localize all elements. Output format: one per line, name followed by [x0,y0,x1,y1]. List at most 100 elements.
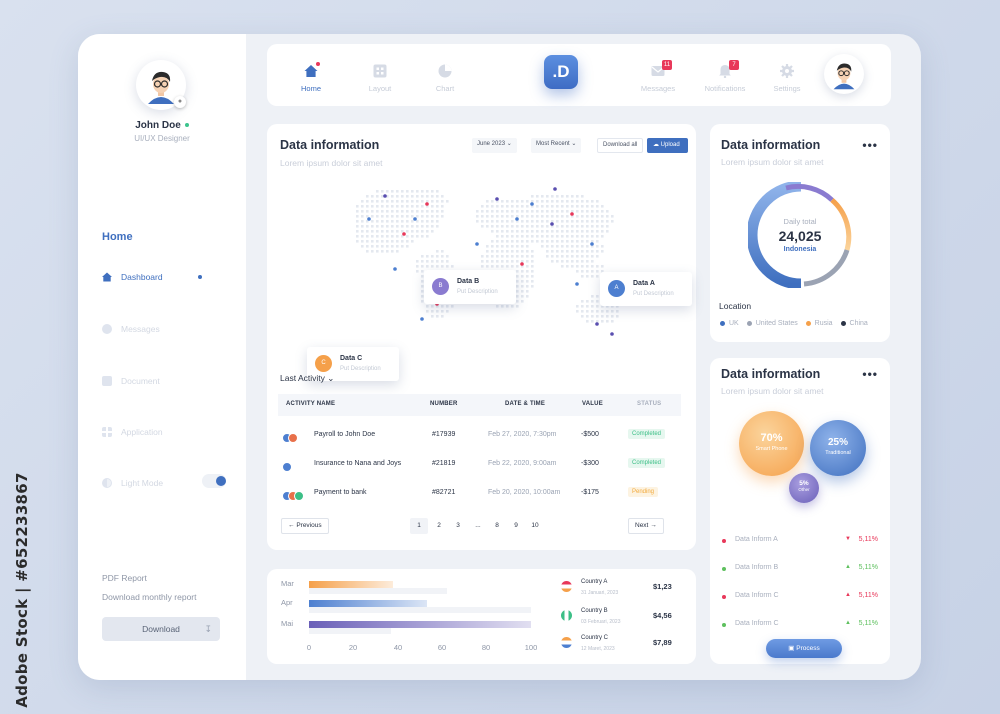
cloud-upload-icon: ☁ [653,142,659,148]
activity-table-header: ACTIVITY NAME NUMBER DATE & TIME VALUE S… [278,394,681,416]
sidebar-item-dashboard[interactable]: Dashboard [102,269,232,285]
previous-button[interactable]: ← Previous [281,518,329,534]
country-row[interactable]: Country A 31 Januari, 2023 $1,23 [561,579,691,603]
col-value[interactable]: VALUE [582,401,603,407]
map-tooltip-data-c[interactable]: C Data C Put Description [307,347,399,381]
inform-row[interactable]: Data Inform C ▲ 5,11% [722,620,880,632]
map-location-dot[interactable] [402,232,406,236]
donut-chart [748,182,852,288]
page-8[interactable]: 8 [495,522,499,529]
page-9[interactable]: 9 [514,522,518,529]
map-location-dot[interactable] [420,317,424,321]
bar-mai[interactable] [309,621,531,628]
col-status[interactable]: STATUS [637,401,662,407]
next-button[interactable]: Next → [628,518,664,534]
more-options-icon[interactable]: ••• [862,138,878,152]
map-location-dot[interactable] [367,217,371,221]
country-row[interactable]: Country B 03 Februari, 2023 $4,56 [561,608,691,632]
avatar-illustration [833,63,855,90]
chevron-down-icon: ⌄ [506,141,512,147]
bar-apr[interactable] [309,600,427,607]
table-row[interactable]: Insurance to Nana and Joys #21819 Feb 22… [278,451,681,479]
page-3[interactable]: 3 [456,522,460,529]
nav-home[interactable]: Home [286,62,336,93]
map-location-dot[interactable] [495,197,499,201]
col-date-time[interactable]: DATE & TIME [505,401,546,407]
nav-settings[interactable]: Settings [762,64,812,93]
map-location-dot[interactable] [590,242,594,246]
inform-label: Data Inform A [735,536,778,543]
sidebar-item-light-mode[interactable]: Light Mode [102,475,232,491]
notifications-badge: 7 [729,60,739,70]
bubble-traditional[interactable]: 25% Traditional [810,420,866,476]
inform-row[interactable]: Data Inform C ▲ 5,11% [722,592,880,604]
sidebar-item-messages[interactable]: Messages [102,321,232,337]
card-title: Data information [721,138,821,152]
more-options-icon[interactable]: ••• [862,367,878,381]
inform-row[interactable]: Data Inform A ▼ 5,11% [722,536,880,548]
map-location-dot[interactable] [550,222,554,226]
nav-label: Notifications [704,84,746,93]
map-location-dot[interactable] [570,212,574,216]
map-tooltip-data-b[interactable]: B Data B Put Description [424,270,516,304]
map-tooltip-data-a[interactable]: A Data A Put Description [600,272,692,306]
map-location-dot[interactable] [383,194,387,198]
trend-up-icon: ▲ [845,620,851,626]
bar-track [309,588,447,594]
avatar[interactable]: ● [136,60,186,110]
activity-date: Feb 22, 2020, 9:00am [488,460,557,467]
page-10[interactable]: 10 [531,522,539,529]
nav-messages[interactable]: Messages 11 [633,60,683,93]
nav-layout[interactable]: Layout [355,64,405,93]
table-row[interactable]: Payment to bank #82721 Feb 20, 2020, 10:… [278,480,681,508]
download-all-button[interactable]: Download all [597,138,644,153]
legend-item: Rusia [805,320,833,327]
map-location-dot[interactable] [425,202,429,206]
map-location-dot[interactable] [475,242,479,246]
flag-icon [561,637,572,648]
sidebar-item-label: Dashboard [121,272,163,282]
country-row[interactable]: Country C 12 Maret, 2023 $7,89 [561,635,691,659]
inform-row[interactable]: Data Inform B ▲ 5,11% [722,564,880,576]
bubble-other[interactable]: 5% Other [789,473,819,503]
activity-name: Payment to bank [314,489,367,496]
last-activity-select[interactable]: Last Activity ⌄ [280,373,334,384]
nav-chart[interactable]: Chart [420,64,470,93]
month-select-value: June 2023 [477,141,506,147]
upload-label: Upload [660,142,680,148]
map-location-dot[interactable] [393,267,397,271]
app-logo[interactable]: .D [544,55,578,89]
bar-mar[interactable] [309,581,394,588]
page-2[interactable]: 2 [437,522,441,529]
x-tick: 60 [437,643,447,652]
map-location-dot[interactable] [595,322,599,326]
map-location-dot[interactable] [530,202,534,206]
map-location-dot[interactable] [553,187,557,191]
page-1[interactable]: 1 [410,518,428,534]
map-location-dot[interactable] [610,332,614,336]
col-activity-name[interactable]: ACTIVITY NAME [286,401,336,407]
arrow-left-icon: ← [288,522,295,529]
sidebar-item-application[interactable]: Application [102,424,232,440]
month-select[interactable]: June 2023 ⌄ [472,138,517,153]
col-number[interactable]: NUMBER [430,401,458,407]
sort-select[interactable]: Most Recent ⌄ [531,138,582,153]
map-location-dot[interactable] [575,282,579,286]
stock-id-watermark: Adobe Stock | #652233867 [2,470,42,710]
download-button[interactable]: Download ↧ [102,617,220,641]
status-badge: Completed [628,429,666,439]
document-icon [102,376,112,386]
process-button[interactable]: ▣ Process [766,639,842,658]
bubble-smart-phone[interactable]: 70% Smart Phone [739,411,804,476]
map-location-dot[interactable] [413,217,417,221]
table-row[interactable]: Payroll to John Doe #17939 Feb 27, 2020,… [278,422,681,450]
map-location-dot[interactable] [520,262,524,266]
activity-value: -$300 [581,460,599,467]
upload-button[interactable]: ☁ Upload [647,138,688,153]
light-mode-toggle[interactable] [202,474,226,488]
profile-avatar[interactable] [824,54,864,94]
map-location-dot[interactable] [515,217,519,221]
sidebar-item-document[interactable]: Document [102,373,232,389]
x-tick: 80 [481,643,491,652]
nav-notifications[interactable]: Notifications 7 [700,60,750,93]
